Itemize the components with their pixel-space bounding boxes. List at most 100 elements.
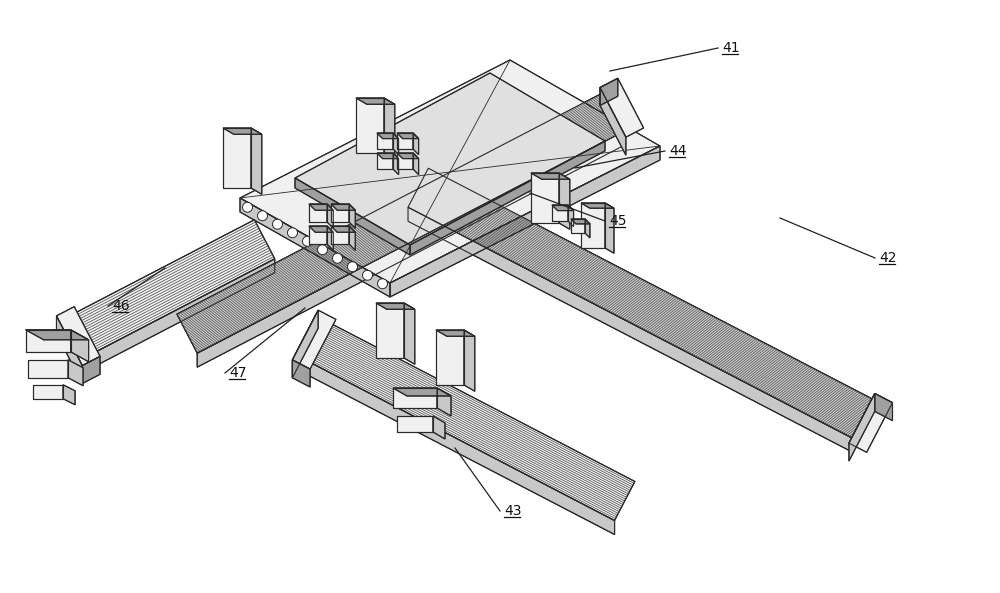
- Polygon shape: [376, 303, 415, 310]
- Text: 47: 47: [229, 366, 246, 380]
- Polygon shape: [356, 98, 395, 104]
- Polygon shape: [581, 203, 605, 248]
- Polygon shape: [223, 128, 262, 134]
- Polygon shape: [292, 360, 310, 387]
- Circle shape: [318, 245, 328, 255]
- Text: 45: 45: [609, 214, 626, 228]
- Polygon shape: [309, 204, 333, 211]
- Polygon shape: [393, 153, 399, 174]
- Circle shape: [378, 279, 388, 289]
- Polygon shape: [295, 73, 605, 245]
- Polygon shape: [177, 93, 623, 353]
- Polygon shape: [393, 133, 399, 155]
- Polygon shape: [327, 204, 333, 228]
- Polygon shape: [408, 207, 852, 452]
- Polygon shape: [397, 133, 413, 149]
- Polygon shape: [309, 226, 333, 232]
- Polygon shape: [197, 132, 623, 367]
- Polygon shape: [875, 393, 892, 420]
- Polygon shape: [849, 393, 875, 461]
- Polygon shape: [223, 128, 251, 188]
- Circle shape: [362, 270, 372, 280]
- Polygon shape: [531, 173, 570, 179]
- Polygon shape: [349, 226, 355, 250]
- Polygon shape: [413, 133, 419, 155]
- Circle shape: [258, 211, 268, 221]
- Text: 46: 46: [112, 299, 130, 313]
- Circle shape: [242, 202, 252, 212]
- Polygon shape: [390, 146, 660, 297]
- Polygon shape: [384, 98, 395, 160]
- Polygon shape: [600, 88, 626, 155]
- Polygon shape: [349, 204, 355, 228]
- Polygon shape: [327, 226, 333, 250]
- Polygon shape: [571, 219, 585, 233]
- Polygon shape: [295, 178, 410, 255]
- Polygon shape: [605, 203, 614, 253]
- Polygon shape: [377, 133, 399, 139]
- Polygon shape: [585, 219, 590, 238]
- Polygon shape: [309, 226, 327, 244]
- Polygon shape: [331, 226, 355, 232]
- Polygon shape: [393, 388, 451, 396]
- Text: 43: 43: [504, 504, 522, 518]
- Text: 44: 44: [669, 144, 686, 158]
- Polygon shape: [581, 203, 614, 208]
- Polygon shape: [292, 310, 336, 369]
- Polygon shape: [571, 219, 590, 224]
- Polygon shape: [410, 141, 605, 255]
- Polygon shape: [436, 330, 464, 385]
- Circle shape: [332, 253, 342, 263]
- Polygon shape: [436, 330, 475, 336]
- Text: 42: 42: [879, 251, 896, 265]
- Polygon shape: [26, 330, 71, 352]
- Polygon shape: [849, 393, 892, 452]
- Polygon shape: [376, 303, 404, 358]
- Polygon shape: [33, 385, 63, 398]
- Polygon shape: [59, 220, 275, 360]
- Polygon shape: [377, 133, 393, 149]
- Polygon shape: [80, 259, 275, 374]
- Polygon shape: [295, 355, 615, 534]
- Circle shape: [272, 219, 283, 229]
- Polygon shape: [600, 78, 618, 106]
- Polygon shape: [552, 205, 574, 211]
- Polygon shape: [464, 330, 475, 391]
- Polygon shape: [397, 153, 413, 169]
- Polygon shape: [568, 205, 574, 227]
- Polygon shape: [404, 303, 415, 364]
- Polygon shape: [437, 388, 451, 416]
- Polygon shape: [559, 173, 570, 229]
- Polygon shape: [292, 310, 318, 378]
- Circle shape: [302, 236, 312, 246]
- Polygon shape: [331, 204, 355, 211]
- Polygon shape: [82, 356, 100, 384]
- Polygon shape: [63, 385, 75, 405]
- Polygon shape: [433, 416, 445, 439]
- Polygon shape: [408, 168, 872, 438]
- Polygon shape: [28, 360, 68, 378]
- Polygon shape: [26, 330, 89, 340]
- Polygon shape: [56, 307, 100, 365]
- Polygon shape: [600, 78, 644, 137]
- Text: 41: 41: [722, 41, 740, 55]
- Polygon shape: [397, 153, 419, 158]
- Polygon shape: [397, 416, 433, 432]
- Polygon shape: [331, 226, 349, 244]
- Circle shape: [348, 262, 358, 272]
- Polygon shape: [251, 128, 262, 195]
- Polygon shape: [331, 204, 349, 222]
- Polygon shape: [295, 315, 635, 521]
- Polygon shape: [56, 316, 82, 384]
- Polygon shape: [397, 133, 419, 139]
- Polygon shape: [552, 205, 568, 221]
- Polygon shape: [309, 204, 327, 222]
- Polygon shape: [377, 153, 393, 169]
- Polygon shape: [68, 360, 83, 386]
- Circle shape: [288, 228, 298, 238]
- Polygon shape: [240, 198, 390, 297]
- Polygon shape: [240, 60, 660, 283]
- Polygon shape: [356, 98, 384, 153]
- Polygon shape: [393, 388, 437, 408]
- Polygon shape: [531, 173, 559, 223]
